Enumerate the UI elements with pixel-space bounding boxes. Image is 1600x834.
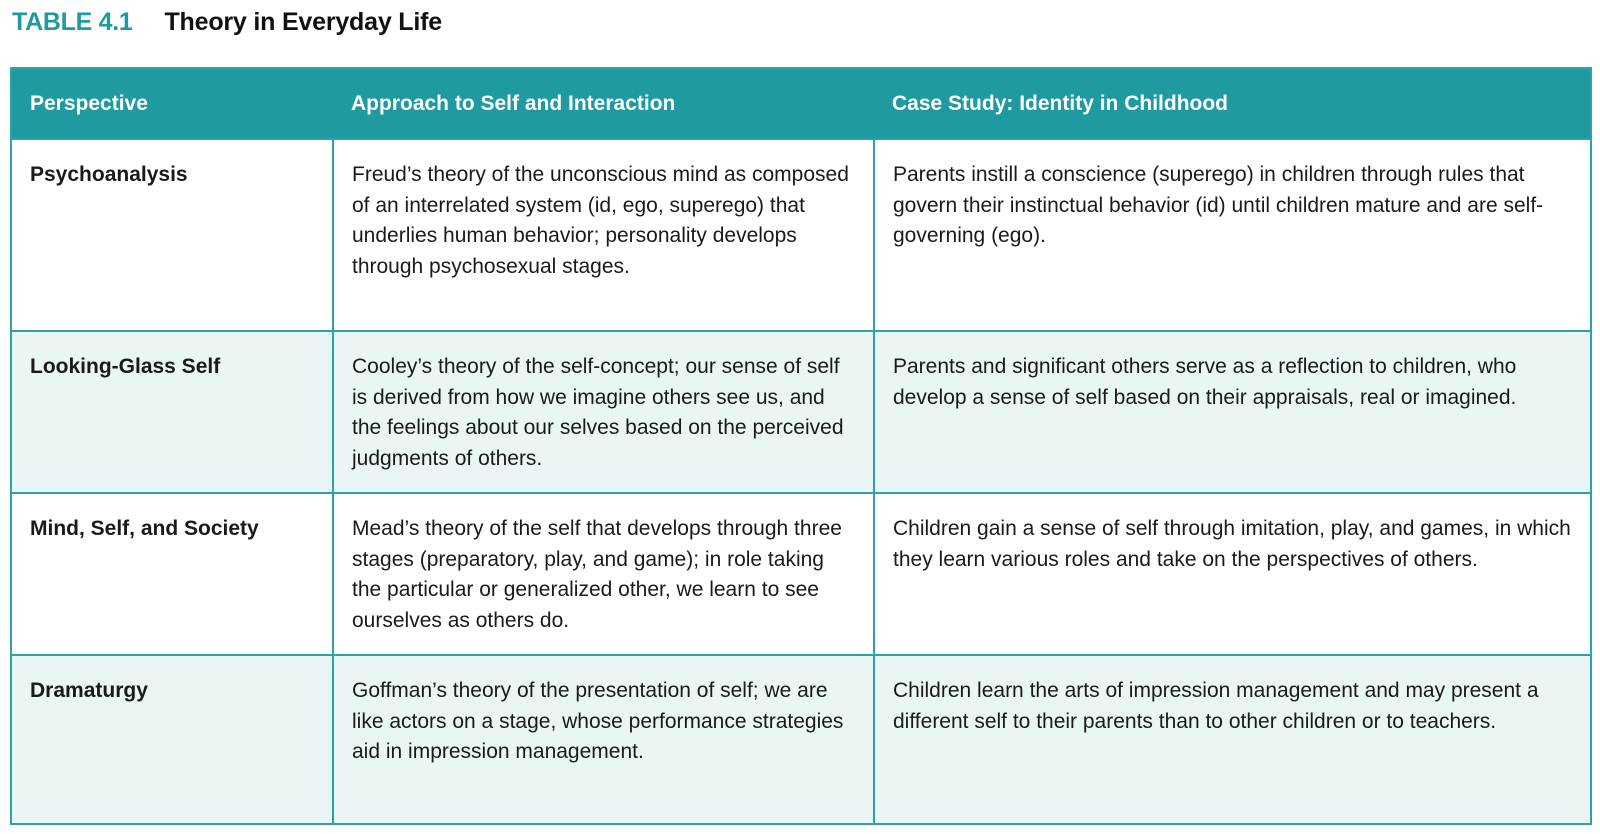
header-row: Perspective Approach to Self and Interac… xyxy=(12,69,1590,139)
table-row: Psychoanalysis Freud’s theory of the unc… xyxy=(12,138,1590,331)
cell-approach: Mead’s theory of the self that develops … xyxy=(332,492,874,655)
cell-case-study: Parents instill a conscience (superego) … xyxy=(873,138,1590,331)
cell-perspective: Psychoanalysis xyxy=(12,138,333,331)
cell-approach: Freud’s theory of the unconscious mind a… xyxy=(332,138,874,331)
cell-approach: Cooley’s theory of the self-concept; our… xyxy=(332,330,874,493)
table-row: Looking-Glass Self Cooley’s theory of th… xyxy=(12,330,1590,493)
cell-case-study: Children learn the arts of impression ma… xyxy=(873,654,1590,823)
cell-approach: Goffman’s theory of the presentation of … xyxy=(332,654,874,823)
table-row: Mind, Self, and Society Mead’s theory of… xyxy=(12,492,1590,655)
theory-table: Perspective Approach to Self and Interac… xyxy=(10,67,1592,825)
table-caption: TABLE 4.1 Theory in Everyday Life xyxy=(12,4,442,40)
cell-case-study: Parents and significant others serve as … xyxy=(873,330,1590,493)
header-case-study: Case Study: Identity in Childhood xyxy=(892,91,1228,115)
cell-perspective: Dramaturgy xyxy=(12,654,333,823)
header-perspective: Perspective xyxy=(30,91,148,115)
cell-perspective: Looking-Glass Self xyxy=(12,330,333,493)
table-row: Dramaturgy Goffman’s theory of the prese… xyxy=(12,654,1590,823)
cell-case-study: Children gain a sense of self through im… xyxy=(873,492,1590,655)
table-title: Theory in Everyday Life xyxy=(164,7,442,36)
cell-perspective: Mind, Self, and Society xyxy=(12,492,333,655)
header-approach: Approach to Self and Interaction xyxy=(351,91,676,115)
table-number: TABLE 4.1 xyxy=(12,7,133,36)
